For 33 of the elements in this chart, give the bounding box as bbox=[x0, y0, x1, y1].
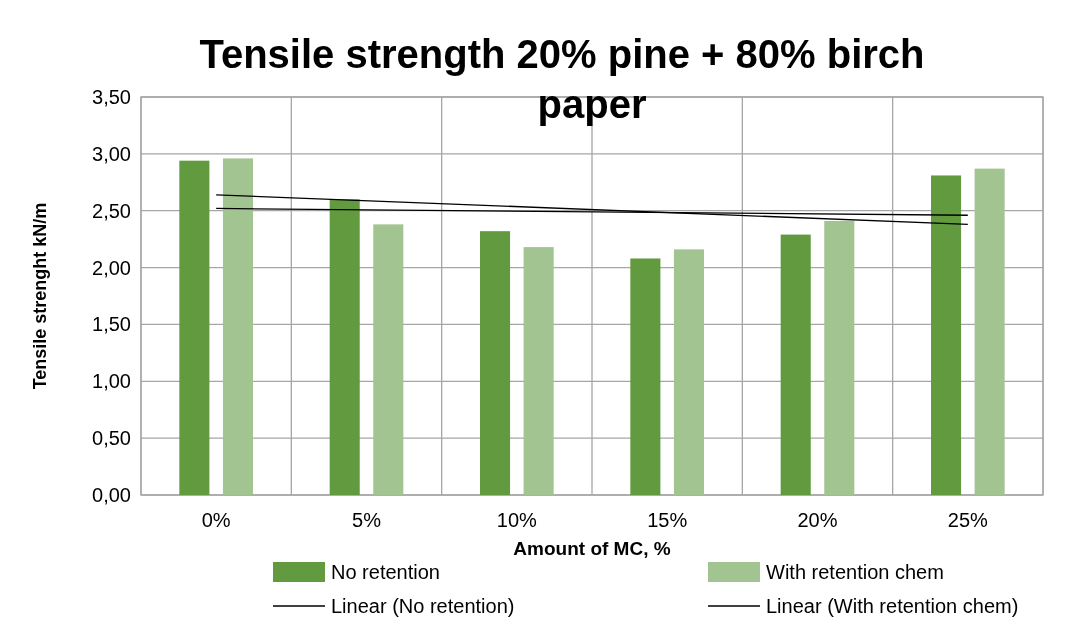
x-tick-label: 25% bbox=[947, 509, 989, 531]
bar bbox=[373, 224, 404, 495]
x-tick-label: 0% bbox=[201, 509, 231, 531]
legend-label: No retention bbox=[331, 561, 440, 583]
x-tick-label: 5% bbox=[352, 509, 382, 531]
bar bbox=[824, 220, 855, 495]
bar bbox=[179, 160, 210, 495]
y-tick-label: 2,50 bbox=[92, 199, 131, 222]
bar bbox=[931, 175, 962, 495]
legend-label: With retention chem bbox=[766, 561, 944, 583]
bar bbox=[480, 231, 511, 495]
bar bbox=[974, 168, 1005, 495]
chart-title: Tensile strength 20% pine + 80% birch paper bbox=[199, 32, 925, 126]
bar bbox=[630, 258, 661, 495]
x-tick-label: 20% bbox=[797, 509, 838, 531]
bar bbox=[329, 199, 360, 495]
legend-label: Linear (No retention) bbox=[331, 595, 515, 617]
y-tick-label: 3,50 bbox=[92, 86, 131, 108]
y-axis-title: Tensile strenght kN/m bbox=[30, 202, 50, 390]
y-tick-label: 2,00 bbox=[92, 256, 131, 279]
y-tick-label: 0,00 bbox=[92, 484, 131, 506]
y-tick-label: 1,00 bbox=[92, 370, 131, 393]
x-tick-label: 15% bbox=[647, 509, 688, 531]
bar bbox=[523, 247, 554, 495]
x-tick-label: 10% bbox=[496, 509, 538, 531]
y-tick-label: 3,00 bbox=[92, 142, 131, 165]
y-tick-label: 0,50 bbox=[92, 427, 131, 450]
y-tick-label: 1,50 bbox=[92, 313, 131, 336]
bar bbox=[673, 249, 704, 495]
legend-label: Linear (With retention chem) bbox=[766, 595, 1019, 617]
bar bbox=[222, 158, 253, 495]
x-axis-title: Amount of MC, % bbox=[513, 538, 671, 559]
bar bbox=[780, 234, 811, 495]
